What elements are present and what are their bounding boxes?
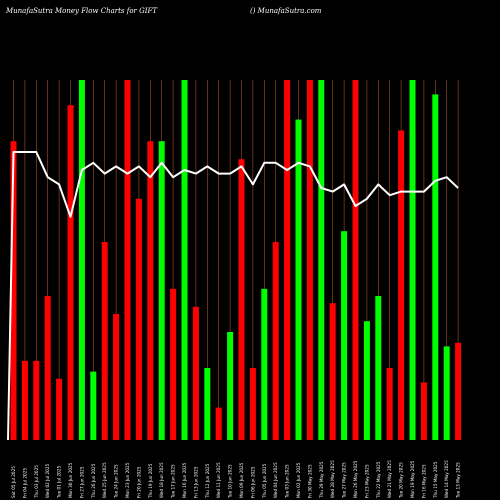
x-tick-label: Tue 20 May 2025 (399, 462, 404, 499)
bar-up (318, 80, 325, 440)
bar-down (420, 382, 427, 440)
x-tick-label: Thu 12 Jun 2025 (205, 463, 210, 499)
x-tick-label: Fri 23 May 2025 (364, 464, 369, 498)
x-tick-label: Wed 02 Jul 2025 (45, 464, 50, 498)
x-tick-label: Mon 02 Jun 2025 (296, 462, 301, 498)
bar-up (341, 231, 348, 440)
bar-down (21, 360, 28, 440)
x-tick-label: Sat 05 Jul 2025 (11, 466, 16, 498)
x-tick-label: Mon 09 Jun 2025 (239, 462, 244, 498)
x-tick-label: Tue 24 Jun 2025 (114, 464, 119, 499)
x-tick-label: Tue 27 May 2025 (342, 462, 347, 499)
x-tick-label: Mon 26 May 2025 (353, 460, 358, 498)
bar-down (249, 368, 256, 440)
bar-up (158, 141, 165, 440)
bar-up (432, 94, 439, 441)
bar-down (101, 242, 108, 440)
x-tick-label: Wed 11 Jun 2025 (216, 462, 221, 498)
bar-down (124, 80, 131, 440)
x-tick-label: Fri 06 Jun 2025 (250, 466, 255, 498)
bar-down (113, 314, 120, 440)
x-tick-label: Thu 03 Jul 2025 (34, 465, 39, 499)
bar-up (227, 332, 234, 440)
bar-down (386, 368, 393, 440)
bar-down (306, 80, 313, 440)
bar-up (409, 80, 416, 440)
x-tick-label: Wed 28 May 2025 (330, 460, 335, 498)
x-tick-label: Mon 30 Jun 2025 (68, 462, 73, 498)
bar-up (363, 321, 370, 440)
x-tick-label: Wed 21 May 2025 (387, 460, 392, 498)
x-tick-label: Thu 22 May 2025 (376, 461, 381, 499)
chart-subtitle: () MunafaSutra.com (250, 7, 322, 15)
x-tick-labels: Sat 05 Jul 2025 Fri 04 Jul 2025 Thu 03 Jul… (11, 460, 461, 499)
bar-down (352, 80, 359, 440)
x-tick-label: Tue 03 Jun 2025 (285, 464, 290, 499)
x-tick-label: Tue 17 Jun 2025 (171, 464, 176, 499)
bar-down (135, 198, 142, 440)
x-tick-label: Thu 05 Jun 2025 (262, 463, 267, 499)
bar-down (238, 159, 245, 440)
x-tick-label: Mon 16 Jun 2025 (182, 462, 187, 498)
x-tick-label: Fri 20 Jun 2025 (136, 466, 141, 498)
x-tick-label: Wed 25 Jun 2025 (102, 462, 107, 498)
bar-down (284, 80, 291, 440)
x-tick-label: Thu 29 May 2025 (319, 461, 324, 499)
bar-down (170, 288, 177, 440)
x-tick-label: Mon 23 Jun 2025 (125, 462, 130, 498)
x-tick-label: Thu 15 May 2025 (433, 461, 438, 499)
x-tick-label: Thu 26 Jun 2025 (91, 463, 96, 499)
bar-down (192, 306, 199, 440)
bars (10, 80, 462, 441)
bar-up (78, 80, 85, 440)
bar-up (375, 296, 382, 440)
x-tick-label: Fri 16 May 2025 (421, 464, 426, 498)
x-tick-label: Tue 13 May 2025 (456, 462, 461, 499)
bar-down (455, 342, 462, 440)
x-tick-label: Mon 19 May 2025 (410, 460, 415, 498)
x-tick-label: Thu 19 Jun 2025 (148, 463, 153, 499)
x-tick-label: Fri 04 Jul 2025 (22, 468, 27, 498)
bar-down (33, 360, 40, 440)
bar-down (56, 378, 63, 440)
bar-up (295, 119, 302, 440)
x-tick-label: Fri 30 May 2025 (307, 464, 312, 498)
x-tick-label: Wed 04 Jun 2025 (273, 462, 278, 498)
bar-up (443, 346, 450, 440)
bar-down (215, 407, 222, 440)
bar-down (329, 303, 336, 440)
x-tick-label: Wed 18 Jun 2025 (159, 462, 164, 498)
bar-up (261, 288, 268, 440)
x-tick-label: Fri 13 Jun 2025 (193, 466, 198, 498)
x-tick-label: Tue 01 Jul 2025 (57, 465, 62, 499)
x-tick-label: Fri 27 Jun 2025 (79, 466, 84, 498)
bar-down (272, 242, 279, 440)
chart-title: MunafaSutra Money Flow Charts for GIFT (5, 7, 158, 15)
bar-down (398, 130, 405, 440)
bar-up (90, 371, 97, 440)
bar-up (181, 80, 188, 440)
bar-up (204, 368, 211, 440)
x-tick-label: Tue 10 Jun 2025 (228, 464, 233, 499)
bar-down (44, 296, 51, 440)
price-line (7, 151, 459, 441)
bar-down (10, 141, 17, 440)
price-line-path (7, 151, 459, 441)
x-tick-label: Wed 14 May 2025 (444, 460, 449, 498)
bar-down (67, 105, 74, 440)
bar-down (147, 141, 154, 440)
